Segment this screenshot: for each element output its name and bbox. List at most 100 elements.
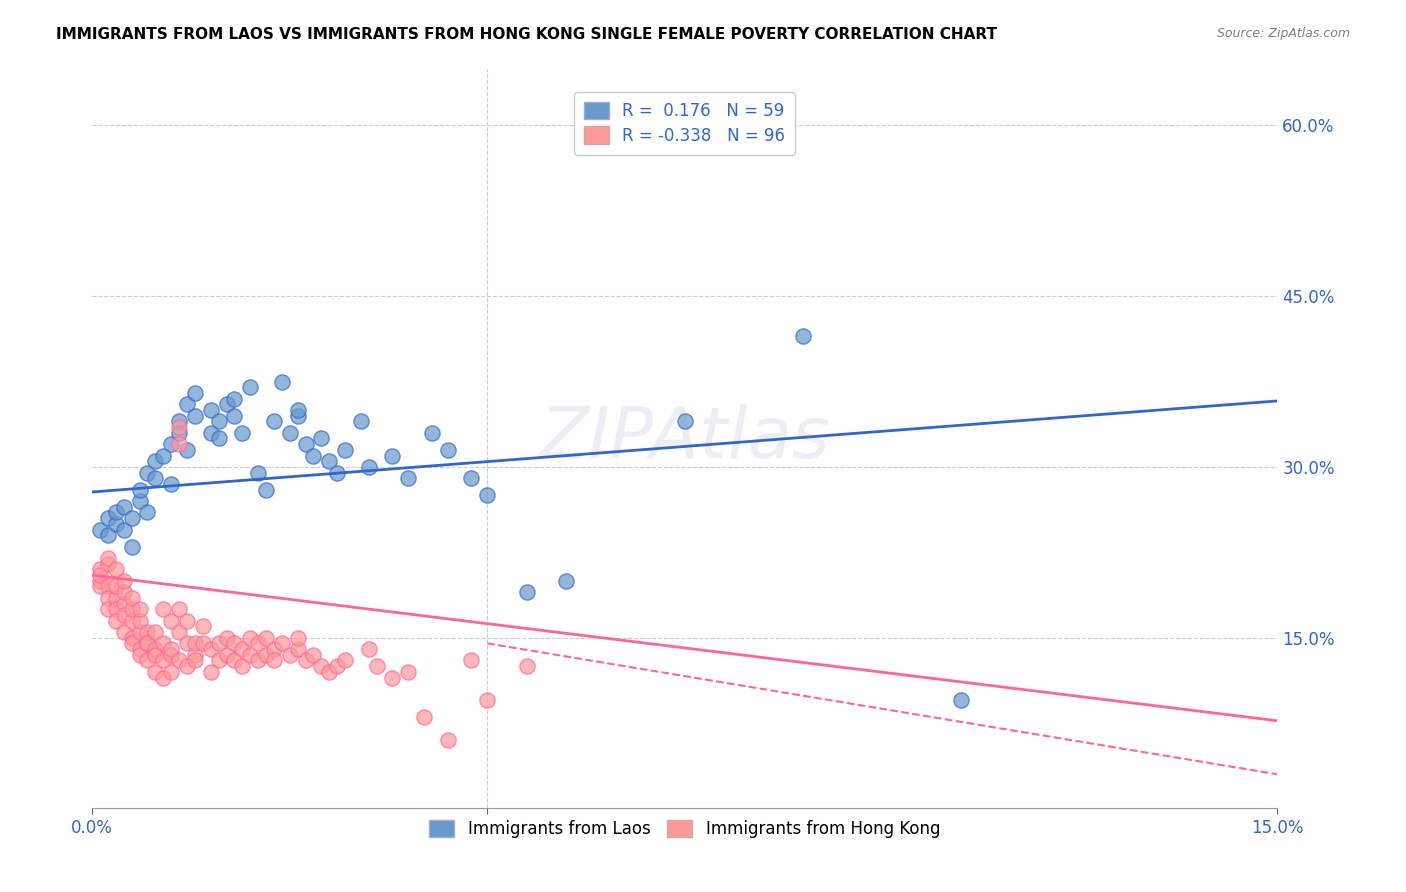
Point [152, 653, 174, 667]
Point [278, 425, 301, 440]
Legend: Immigrants from Laos, Immigrants from Hong Kong: Immigrants from Laos, Immigrants from Ho… [423, 813, 946, 845]
Point [381, 671, 404, 685]
Point [112, 585, 135, 599]
Point [318, 454, 340, 468]
Point [112, 625, 135, 640]
Point [311, 659, 333, 673]
Point [152, 449, 174, 463]
Point [136, 636, 159, 650]
Point [254, 631, 277, 645]
Point [184, 409, 207, 423]
Point [136, 506, 159, 520]
Point [128, 648, 150, 662]
Point [263, 642, 285, 657]
Point [160, 614, 183, 628]
Point [224, 636, 246, 650]
Point [176, 614, 198, 628]
Point [302, 648, 325, 662]
Point [121, 540, 143, 554]
Point [167, 602, 190, 616]
Point [128, 494, 150, 508]
Point [160, 477, 183, 491]
Point [184, 653, 207, 667]
Text: IMMIGRANTS FROM LAOS VS IMMIGRANTS FROM HONG KONG SINGLE FEMALE POVERTY CORRELAT: IMMIGRANTS FROM LAOS VS IMMIGRANTS FROM … [56, 27, 997, 42]
Point [145, 454, 167, 468]
Point [160, 648, 183, 662]
Point [97, 557, 120, 571]
Point [97, 551, 120, 566]
Point [152, 602, 174, 616]
Point [200, 642, 222, 657]
Point [396, 665, 419, 679]
Point [176, 636, 198, 650]
Point [516, 585, 538, 599]
Point [136, 625, 159, 640]
Point [104, 516, 127, 531]
Point [89, 562, 111, 576]
Point [104, 614, 127, 628]
Point [104, 579, 127, 593]
Point [311, 432, 333, 446]
Point [167, 420, 190, 434]
Point [136, 636, 159, 650]
Point [270, 375, 292, 389]
Point [287, 403, 309, 417]
Point [477, 488, 499, 502]
Point [294, 437, 316, 451]
Point [263, 414, 285, 428]
Point [184, 386, 207, 401]
Point [333, 442, 356, 457]
Point [112, 574, 135, 588]
Point [184, 648, 207, 662]
Point [263, 653, 285, 667]
Point [950, 693, 973, 707]
Point [167, 425, 190, 440]
Point [136, 466, 159, 480]
Point [239, 648, 262, 662]
Point [112, 523, 135, 537]
Point [167, 437, 190, 451]
Point [231, 425, 253, 440]
Point [366, 659, 388, 673]
Point [104, 562, 127, 576]
Point [160, 642, 183, 657]
Text: ZIPAtlas: ZIPAtlas [540, 404, 830, 473]
Point [128, 614, 150, 628]
Point [357, 642, 380, 657]
Point [207, 414, 229, 428]
Point [112, 500, 135, 514]
Point [89, 574, 111, 588]
Point [121, 636, 143, 650]
Point [167, 653, 190, 667]
Point [247, 653, 270, 667]
Point [357, 459, 380, 474]
Point [145, 665, 167, 679]
Point [121, 631, 143, 645]
Point [200, 403, 222, 417]
Point [136, 653, 159, 667]
Point [104, 602, 127, 616]
Point [121, 614, 143, 628]
Point [436, 733, 458, 747]
Point [167, 414, 190, 428]
Point [247, 636, 270, 650]
Point [104, 591, 127, 605]
Point [128, 483, 150, 497]
Point [207, 653, 229, 667]
Point [318, 665, 340, 679]
Point [97, 591, 120, 605]
Point [160, 665, 183, 679]
Point [239, 380, 262, 394]
Point [460, 653, 482, 667]
Point [396, 471, 419, 485]
Point [121, 602, 143, 616]
Point [207, 432, 229, 446]
Point [516, 659, 538, 673]
Point [160, 437, 183, 451]
Point [224, 409, 246, 423]
Point [436, 442, 458, 457]
Point [89, 523, 111, 537]
Point [333, 653, 356, 667]
Point [145, 642, 167, 657]
Point [270, 636, 292, 650]
